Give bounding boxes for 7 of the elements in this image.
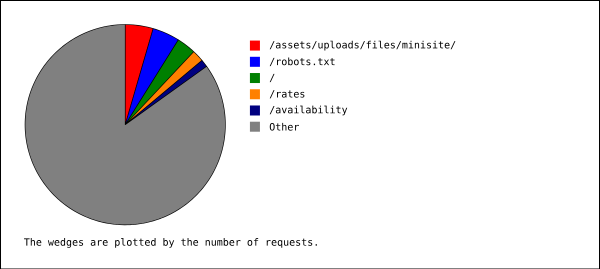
legend-label: /availability <box>270 105 348 116</box>
text: The wedges are plotted by the number of requests. <box>24 238 317 248</box>
legend-label: /robots.txt <box>270 57 335 66</box>
legend-label: /assets/uploads/files/minisite/ <box>270 40 456 50</box>
legend-label: Other <box>270 122 299 130</box>
legend-label: /rates <box>270 90 304 98</box>
legend-label: / <box>270 74 274 82</box>
